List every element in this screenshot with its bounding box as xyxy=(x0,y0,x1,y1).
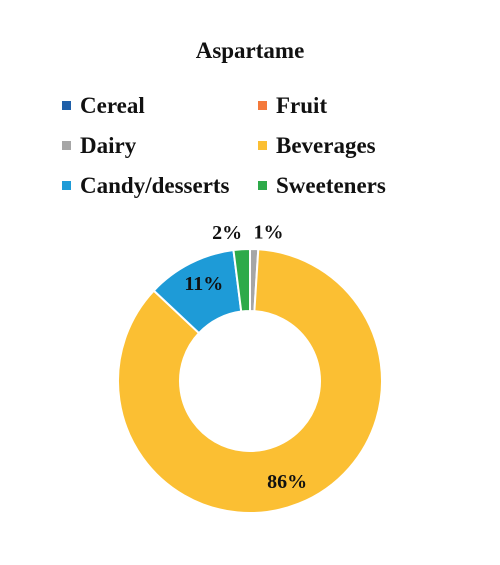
legend-swatch-sweeteners xyxy=(258,181,267,190)
legend-swatch-cereal xyxy=(62,101,71,110)
data-label-dairy: 1% xyxy=(253,222,283,244)
slice-sweeteners xyxy=(232,247,251,313)
legend: Cereal Fruit Dairy Beverages Candy/desse… xyxy=(62,90,462,201)
donut-slices xyxy=(117,247,383,514)
donut-data-labels: 1% 86% 11% 2% xyxy=(184,222,307,493)
legend-swatch-beverages xyxy=(258,141,267,150)
legend-label-sweeteners: Sweeteners xyxy=(276,172,386,198)
legend-item-beverages: Beverages xyxy=(258,130,448,161)
legend-swatch-dairy xyxy=(62,141,71,150)
legend-item-candy-desserts: Candy/desserts xyxy=(62,170,258,201)
legend-swatch-candy-desserts xyxy=(62,181,71,190)
data-label-candy-desserts: 11% xyxy=(184,273,223,295)
legend-label-fruit: Fruit xyxy=(276,92,328,118)
legend-item-cereal: Cereal xyxy=(62,90,258,121)
data-label-sweeteners: 2% xyxy=(212,222,242,244)
legend-item-fruit: Fruit xyxy=(258,90,448,121)
legend-item-dairy: Dairy xyxy=(62,130,258,161)
data-label-beverages: 86% xyxy=(267,471,307,493)
legend-label-cereal: Cereal xyxy=(80,92,145,118)
legend-label-candy-desserts: Candy/desserts xyxy=(80,172,230,198)
legend-label-dairy: Dairy xyxy=(80,132,137,158)
legend-item-sweeteners: Sweeteners xyxy=(258,170,448,201)
chart-title: Aspartame xyxy=(195,38,305,63)
slice-beverages xyxy=(117,248,383,514)
legend-swatch-fruit xyxy=(258,101,267,110)
legend-label-beverages: Beverages xyxy=(276,132,376,158)
